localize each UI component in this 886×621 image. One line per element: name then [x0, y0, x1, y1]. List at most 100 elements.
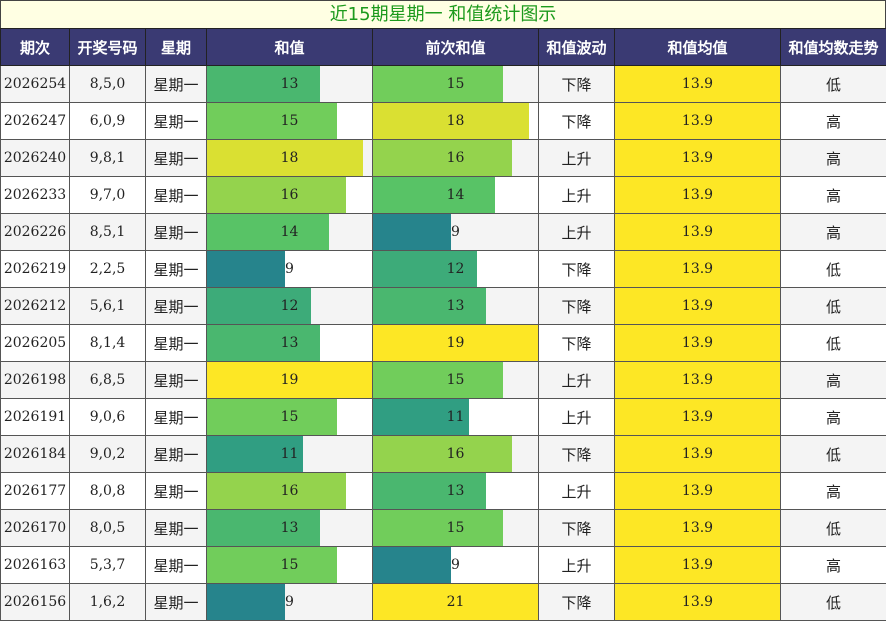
avg-cell: 13.9	[614, 139, 781, 177]
prev-sum-cell-bar	[373, 177, 495, 213]
trend-cell: 上升	[538, 398, 615, 436]
avg-cell: 13.9	[614, 583, 781, 621]
avg-trend-cell: 高	[780, 398, 886, 436]
prev-sum-cell-label: 16	[446, 150, 465, 166]
sum-cell-label: 14	[280, 224, 299, 240]
sum-cell: 15	[206, 102, 373, 140]
period-cell: 2026254	[0, 65, 70, 103]
trend-cell: 上升	[538, 176, 615, 214]
prev-sum-cell-label: 19	[446, 335, 465, 351]
prev-sum-cell-bar	[373, 103, 530, 139]
avg-cell: 13.9	[614, 287, 781, 325]
avg-trend-cell: 低	[780, 287, 886, 325]
table-row: 2026219 2,2,5 星期一 9 12 下降 13.9 低	[0, 250, 886, 288]
avg-trend-cell: 低	[780, 324, 886, 362]
numbers-cell: 5,3,7	[69, 546, 146, 584]
weekday-cell: 星期一	[145, 398, 207, 436]
numbers-cell: 5,6,1	[69, 287, 146, 325]
prev-sum-cell: 15	[372, 361, 539, 399]
trend-cell: 下降	[538, 102, 615, 140]
numbers-cell: 8,5,1	[69, 213, 146, 251]
avg-cell: 13.9	[614, 324, 781, 362]
avg-cell: 13.9	[614, 102, 781, 140]
prev-sum-cell-bar	[373, 66, 504, 102]
avg-trend-cell: 低	[780, 509, 886, 547]
prev-sum-cell-bar	[373, 251, 478, 287]
sum-cell-label: 19	[280, 372, 299, 388]
table-row: 2026233 9,7,0 星期一 16 14 上升 13.9 高	[0, 176, 886, 214]
prev-sum-cell-label: 16	[446, 446, 465, 462]
period-cell: 2026177	[0, 472, 70, 510]
weekday-cell: 星期一	[145, 361, 207, 399]
prev-sum-cell: 11	[372, 398, 539, 436]
table-row: 2026226 8,5,1 星期一 14 9 上升 13.9 高	[0, 213, 886, 251]
numbers-cell: 9,7,0	[69, 176, 146, 214]
prev-sum-cell: 12	[372, 250, 539, 288]
numbers-cell: 9,8,1	[69, 139, 146, 177]
sum-cell-label: 16	[280, 483, 299, 499]
header-avg: 和值均值	[614, 28, 781, 66]
sum-cell: 13	[206, 509, 373, 547]
weekday-cell: 星期一	[145, 139, 207, 177]
numbers-cell: 8,0,5	[69, 509, 146, 547]
sum-cell-label: 18	[280, 150, 299, 166]
prev-sum-cell-bar	[373, 547, 452, 583]
numbers-cell: 2,2,5	[69, 250, 146, 288]
prev-sum-cell: 16	[372, 139, 539, 177]
sum-cell-bar	[207, 436, 303, 472]
sum-cell: 13	[206, 324, 373, 362]
sum-cell-bar	[207, 510, 320, 546]
sum-cell-bar	[207, 584, 286, 620]
prev-sum-cell: 21	[372, 583, 539, 621]
sum-cell-label: 15	[280, 113, 299, 129]
prev-sum-cell-bar	[373, 362, 504, 398]
table-row: 2026247 6,0,9 星期一 15 18 下降 13.9 高	[0, 102, 886, 140]
period-cell: 2026170	[0, 509, 70, 547]
weekday-cell: 星期一	[145, 583, 207, 621]
sum-stats-table: 期次 开奖号码 星期 和值 前次和值 和值波动 和值均值 和值均数走势 2026…	[0, 28, 886, 621]
period-cell: 2026205	[0, 324, 70, 362]
weekday-cell: 星期一	[145, 213, 207, 251]
table-row: 2026205 8,1,4 星期一 13 19 下降 13.9 低	[0, 324, 886, 362]
trend-cell: 上升	[538, 361, 615, 399]
avg-cell: 13.9	[614, 472, 781, 510]
table-row: 2026240 9,8,1 星期一 18 16 上升 13.9 高	[0, 139, 886, 177]
sum-cell-bar	[207, 547, 338, 583]
weekday-cell: 星期一	[145, 102, 207, 140]
prev-sum-cell-bar	[373, 584, 538, 620]
prev-sum-cell: 9	[372, 213, 539, 251]
prev-sum-cell-label: 9	[451, 557, 460, 573]
weekday-cell: 星期一	[145, 324, 207, 362]
prev-sum-cell: 13	[372, 287, 539, 325]
avg-cell: 13.9	[614, 176, 781, 214]
sum-cell-bar	[207, 362, 372, 398]
prev-sum-cell: 19	[372, 324, 539, 362]
sum-cell-bar	[207, 177, 346, 213]
sum-cell: 15	[206, 546, 373, 584]
sum-cell: 16	[206, 176, 373, 214]
prev-sum-cell-label: 15	[446, 372, 465, 388]
trend-cell: 上升	[538, 213, 615, 251]
avg-trend-cell: 高	[780, 546, 886, 584]
prev-sum-cell-bar	[373, 399, 469, 435]
header-row: 期次 开奖号码 星期 和值 前次和值 和值波动 和值均值 和值均数走势	[0, 28, 886, 66]
trend-cell: 上升	[538, 472, 615, 510]
prev-sum-cell-bar	[373, 214, 452, 250]
numbers-cell: 8,5,0	[69, 65, 146, 103]
weekday-cell: 星期一	[145, 546, 207, 584]
sum-cell-bar	[207, 140, 364, 176]
header-trend: 和值波动	[538, 28, 615, 66]
trend-cell: 下降	[538, 250, 615, 288]
prev-sum-cell-bar	[373, 140, 512, 176]
avg-trend-cell: 高	[780, 361, 886, 399]
table-row: 2026163 5,3,7 星期一 15 9 上升 13.9 高	[0, 546, 886, 584]
prev-sum-cell-label: 15	[446, 520, 465, 536]
numbers-cell: 9,0,6	[69, 398, 146, 436]
header-prev-sum: 前次和值	[372, 28, 539, 66]
prev-sum-cell-label: 15	[446, 76, 465, 92]
weekday-cell: 星期一	[145, 65, 207, 103]
table-row: 2026156 1,6,2 星期一 9 21 下降 13.9 低	[0, 583, 886, 621]
sum-cell-bar	[207, 399, 338, 435]
sum-cell: 19	[206, 361, 373, 399]
avg-trend-cell: 低	[780, 435, 886, 473]
